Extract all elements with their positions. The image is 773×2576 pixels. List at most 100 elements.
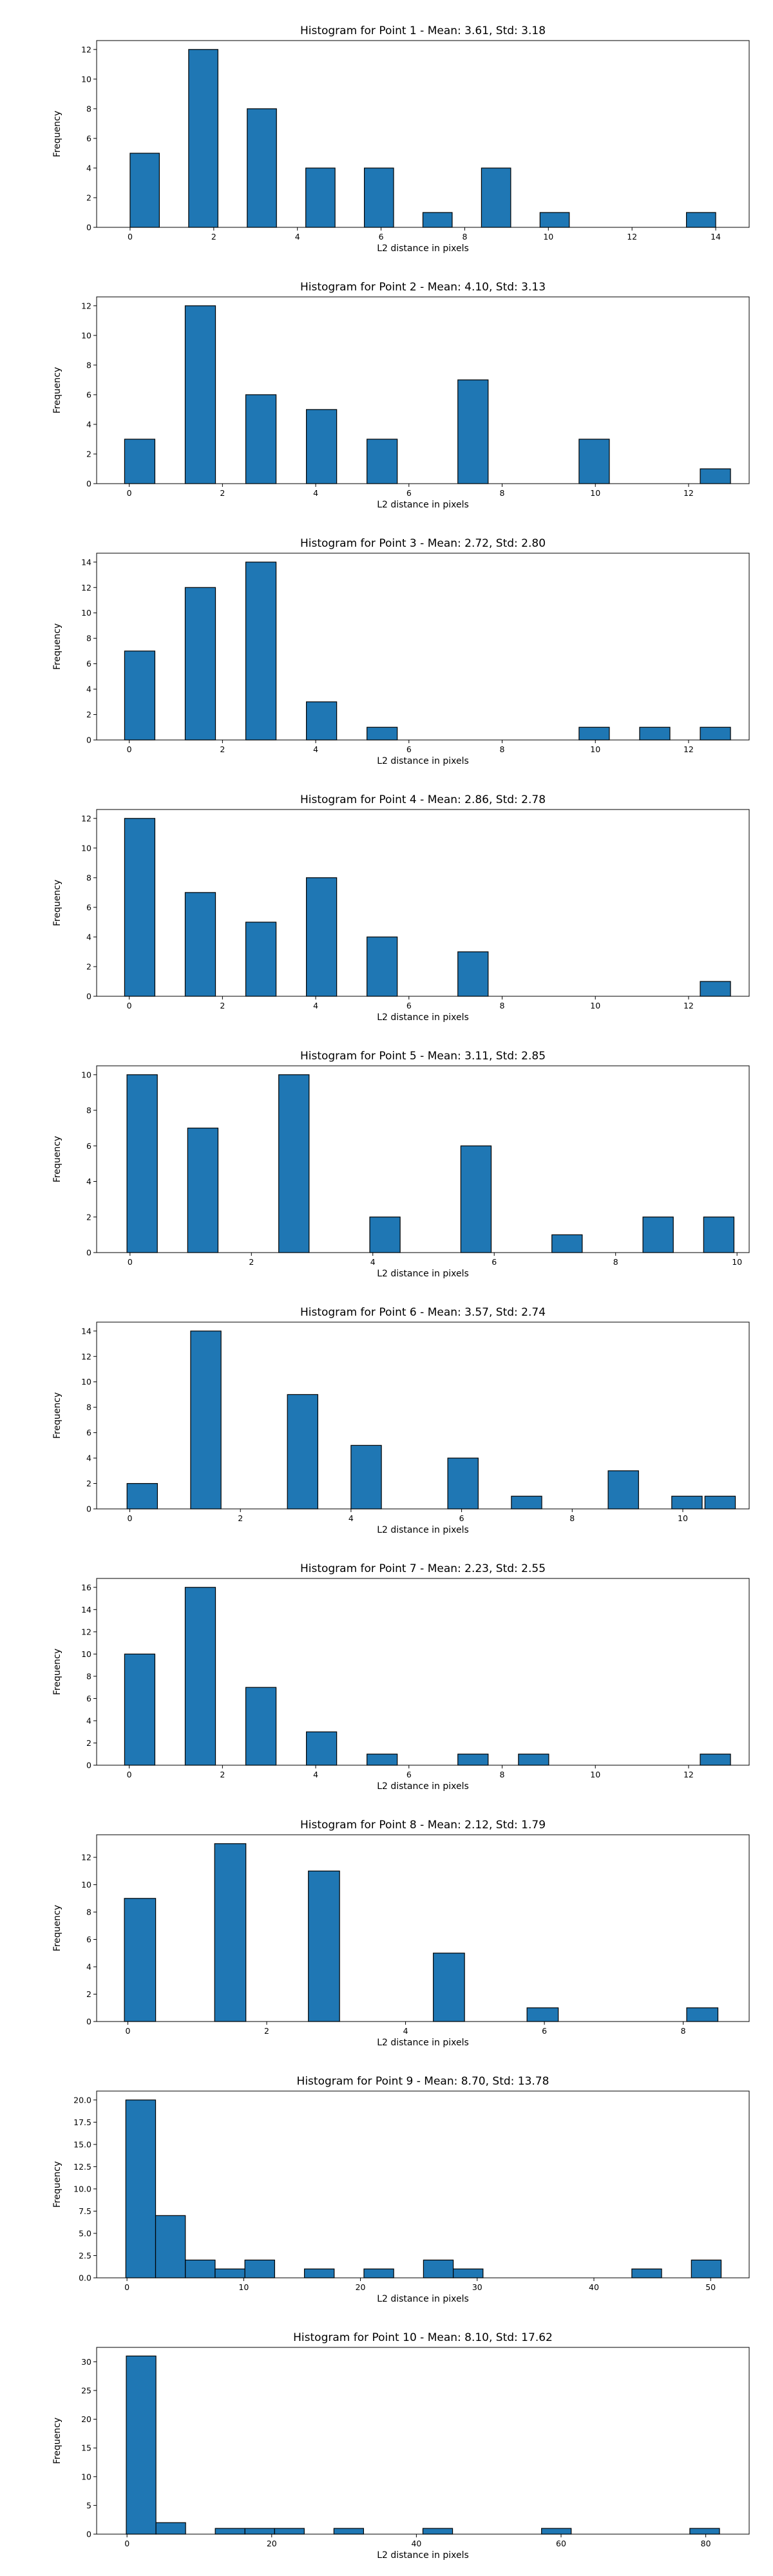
y-tick-label: 8 bbox=[86, 873, 91, 882]
y-tick-label: 10 bbox=[81, 1377, 91, 1387]
histogram-bar bbox=[518, 1754, 549, 1766]
x-tick-label: 20 bbox=[267, 2539, 277, 2548]
x-tick-label: 40 bbox=[589, 2282, 599, 2292]
histogram-bar bbox=[155, 2522, 186, 2535]
plot-frame bbox=[96, 1834, 750, 2022]
y-tick-label: 4 bbox=[86, 1454, 91, 1463]
y-tick-label: 10 bbox=[81, 330, 91, 340]
x-tick-label: 6 bbox=[379, 232, 384, 242]
chart-title: Histogram for Point 6 - Mean: 3.57, Std:… bbox=[300, 1306, 546, 1319]
x-axis-label: L2 distance in pixels bbox=[377, 500, 469, 510]
y-tick-label: 12 bbox=[81, 583, 91, 592]
x-tick-label: 50 bbox=[705, 2282, 716, 2292]
plot-frame bbox=[96, 2347, 750, 2535]
y-tick-label: 12 bbox=[81, 1853, 91, 1862]
y-tick-label: 20 bbox=[81, 2414, 91, 2424]
histogram-bar bbox=[215, 2528, 245, 2535]
histogram-bar bbox=[333, 2528, 365, 2535]
y-tick-label: 2 bbox=[86, 1738, 91, 1748]
y-tick-label: 17.5 bbox=[73, 2117, 91, 2127]
y-tick-label: 10 bbox=[81, 1880, 91, 1889]
chart-title: Histogram for Point 10 - Mean: 8.10, Std… bbox=[293, 2331, 553, 2344]
y-tick-label: 2 bbox=[86, 1212, 91, 1222]
histogram-bar bbox=[639, 726, 671, 741]
y-tick-label: 5 bbox=[86, 2501, 91, 2510]
y-tick-label: 10.0 bbox=[73, 2184, 91, 2193]
histogram-bar bbox=[306, 701, 338, 741]
y-tick-label: 4 bbox=[86, 1962, 91, 1972]
histogram-bar bbox=[526, 2007, 559, 2022]
histogram-panel-9: Histogram for Point 9 - Mean: 8.70, Std:… bbox=[52, 2075, 750, 2304]
histogram-bar bbox=[700, 1754, 731, 1766]
x-tick-label: 0 bbox=[124, 2282, 129, 2292]
y-tick-label: 12 bbox=[81, 1352, 91, 1361]
y-tick-label: 16 bbox=[81, 1582, 91, 1592]
histogram-bar bbox=[245, 562, 277, 741]
y-tick-label: 10 bbox=[81, 2472, 91, 2481]
histogram-bar bbox=[306, 409, 338, 484]
x-tick-label: 60 bbox=[556, 2539, 566, 2548]
y-tick-label: 6 bbox=[86, 1935, 91, 1944]
y-axis-label: Frequency bbox=[52, 1905, 62, 1951]
y-tick-label: 5.0 bbox=[79, 2228, 91, 2238]
chart-title: Histogram for Point 9 - Mean: 8.70, Std:… bbox=[297, 2075, 549, 2088]
histogram-panel-8: Histogram for Point 8 - Mean: 2.12, Std:… bbox=[52, 1819, 750, 2048]
x-axis-label: L2 distance in pixels bbox=[377, 1012, 469, 1023]
histogram-bar bbox=[631, 2268, 662, 2278]
x-tick-label: 0 bbox=[127, 1770, 132, 1779]
chart-title: Histogram for Point 4 - Mean: 2.86, Std:… bbox=[300, 793, 546, 806]
chart-title: Histogram for Point 8 - Mean: 2.12, Std:… bbox=[300, 1819, 546, 1832]
plot-frame bbox=[96, 1065, 750, 1253]
histogram-bar bbox=[363, 2268, 394, 2278]
y-tick-label: 0 bbox=[86, 992, 91, 1001]
y-tick-label: 4 bbox=[86, 1716, 91, 1725]
x-tick-label: 10 bbox=[543, 232, 553, 242]
histogram-bar bbox=[703, 1217, 735, 1253]
x-tick-label: 6 bbox=[406, 488, 412, 498]
x-tick-label: 12 bbox=[683, 744, 694, 754]
x-tick-label: 10 bbox=[590, 488, 600, 498]
chart-title: Histogram for Point 3 - Mean: 2.72, Std:… bbox=[300, 537, 546, 550]
x-tick-label: 8 bbox=[681, 2026, 686, 2036]
y-axis-label: Frequency bbox=[52, 367, 62, 413]
chart-title: Histogram for Point 1 - Mean: 3.61, Std:… bbox=[300, 24, 546, 37]
histogram-bar bbox=[685, 212, 716, 228]
histogram-bar bbox=[124, 818, 156, 997]
chart-title: Histogram for Point 5 - Mean: 3.11, Std:… bbox=[300, 1050, 546, 1063]
plot-frame bbox=[96, 1321, 750, 1510]
x-tick-label: 0 bbox=[128, 1257, 133, 1267]
x-tick-label: 30 bbox=[472, 2282, 482, 2292]
histogram-bar bbox=[126, 1482, 158, 1510]
y-tick-label: 0 bbox=[86, 1761, 91, 1770]
y-tick-label: 2.5 bbox=[79, 2251, 91, 2260]
histogram-panel-7: Histogram for Point 7 - Mean: 2.23, Std:… bbox=[52, 1562, 750, 1792]
histogram-bar bbox=[578, 726, 610, 741]
y-tick-label: 0 bbox=[86, 1504, 91, 1514]
y-tick-label: 14 bbox=[81, 557, 91, 567]
x-tick-label: 4 bbox=[313, 1770, 318, 1779]
x-axis-label: L2 distance in pixels bbox=[377, 2294, 469, 2304]
x-tick-label: 12 bbox=[683, 1770, 694, 1779]
histogram-bar bbox=[607, 1470, 639, 1510]
x-tick-label: 8 bbox=[462, 232, 467, 242]
y-axis-label: Frequency bbox=[52, 1392, 62, 1439]
histogram-panel-2: Histogram for Point 2 - Mean: 4.10, Std:… bbox=[52, 281, 750, 510]
histogram-bar bbox=[453, 2268, 484, 2278]
x-axis-label: L2 distance in pixels bbox=[377, 243, 469, 254]
x-tick-label: 0 bbox=[127, 744, 132, 754]
histogram-bar bbox=[350, 1444, 382, 1510]
histogram-bar bbox=[124, 650, 156, 741]
y-tick-label: 0 bbox=[86, 479, 91, 489]
histogram-bar bbox=[188, 49, 218, 228]
histogram-bar bbox=[433, 1953, 465, 2022]
histogram-bar bbox=[187, 1128, 219, 1253]
histogram-bar bbox=[185, 2259, 216, 2278]
histogram-bar bbox=[244, 2528, 275, 2535]
x-tick-label: 4 bbox=[313, 488, 318, 498]
chart-title: Histogram for Point 2 - Mean: 4.10, Std:… bbox=[300, 281, 546, 294]
x-tick-label: 6 bbox=[406, 744, 412, 754]
y-tick-label: 8 bbox=[86, 1908, 91, 1917]
histogram-bar bbox=[457, 379, 489, 484]
y-tick-label: 0 bbox=[86, 223, 91, 232]
x-tick-label: 4 bbox=[313, 744, 318, 754]
